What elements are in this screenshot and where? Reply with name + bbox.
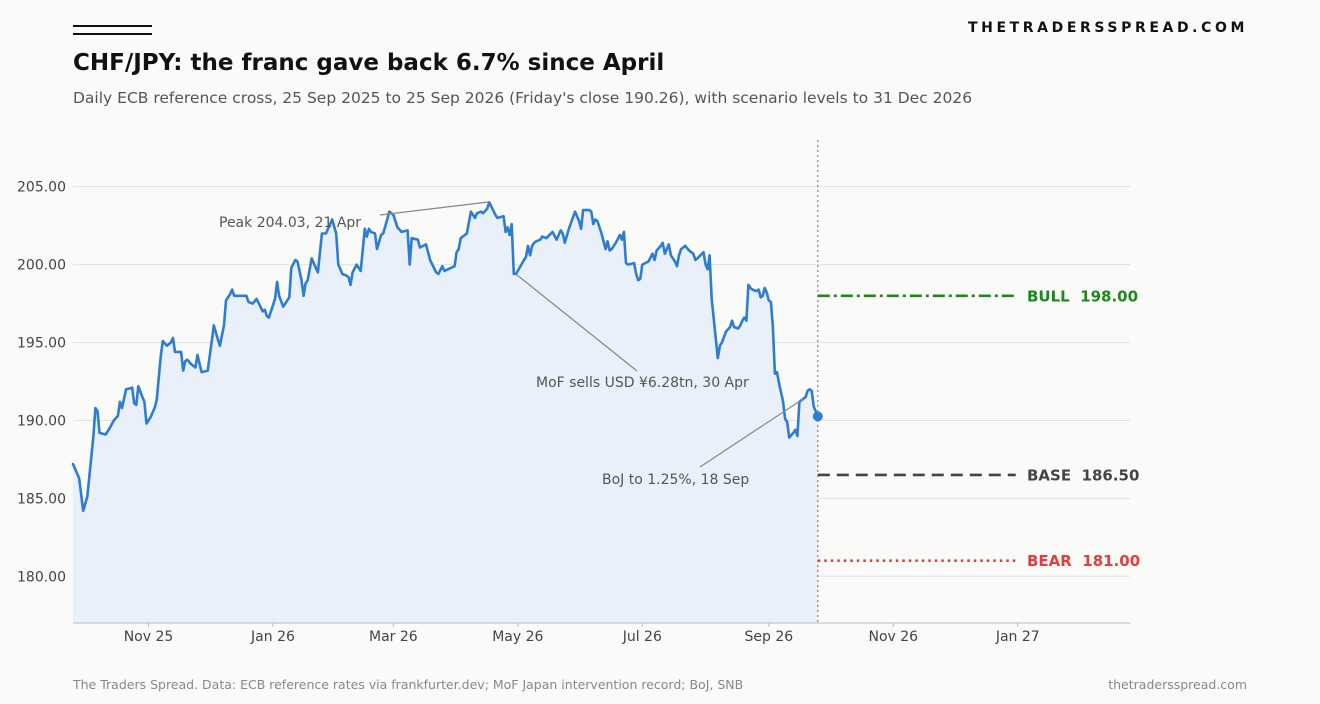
axes: 180.00 185.00 190.00 195.00 200.00 205.00 Nov …	[17, 180, 1130, 645]
annotations: Peak 204.03, 21 Apr MoF sells USD ¥6.28tn…	[219, 201, 804, 488]
scenario-label-bear: BEAR 181.00	[1027, 552, 1140, 570]
footer-site: thetradersspread.com	[1108, 677, 1247, 692]
brand-name: THETRADERSSPREAD.COM	[968, 20, 1248, 36]
annotation-label: BoJ to 1.25%, 18 Sep	[602, 472, 749, 488]
y-tick-label: 180.00	[17, 569, 66, 585]
y-tick-label: 205.00	[17, 180, 66, 196]
series-area-fill	[73, 202, 818, 624]
area-fill-layer	[73, 202, 818, 624]
header-rule-bottom	[73, 33, 152, 35]
x-tick-label: Mar 26	[369, 629, 418, 645]
scenario-label-bull: BULL 198.00	[1027, 287, 1138, 305]
series-layer	[71, 140, 823, 623]
annotation-leader	[379, 201, 490, 216]
header-rule-top	[73, 25, 152, 27]
x-tick-label: Jan 26	[250, 629, 295, 645]
x-tick-label: Jul 26	[622, 629, 662, 645]
annotation-leader	[699, 398, 804, 468]
x-tick-label: Sep 26	[744, 629, 793, 645]
x-tick-label: Nov 26	[869, 629, 919, 645]
y-tick-label: 195.00	[17, 336, 66, 352]
series-line	[71, 201, 820, 513]
last-point-marker	[812, 411, 823, 422]
y-tick-label: 200.00	[17, 258, 66, 274]
y-tick-label: 185.00	[17, 491, 66, 507]
scenario-levels: BULL 198.00 BASE 186.50 BEAR 181.00	[817, 287, 1140, 570]
chart-title: CHF/JPY: the franc gave back 6.7% since …	[73, 50, 665, 76]
annotation-leader	[515, 273, 638, 372]
x-tick-label: Jan 27	[995, 629, 1040, 645]
y-tick-label: 190.00	[17, 413, 66, 429]
x-tick-label: May 26	[492, 629, 543, 645]
scenario-label-base: BASE 186.50	[1027, 466, 1139, 484]
annotation-label: Peak 204.03, 21 Apr	[219, 215, 361, 231]
chart-subtitle: Daily ECB reference cross, 25 Sep 2025 t…	[73, 89, 973, 107]
source-note: The Traders Spread. Data: ECB reference …	[73, 677, 744, 692]
annotation-label: MoF sells USD ¥6.28tn, 30 Apr	[536, 375, 749, 391]
x-tick-label: Nov 25	[124, 629, 174, 645]
